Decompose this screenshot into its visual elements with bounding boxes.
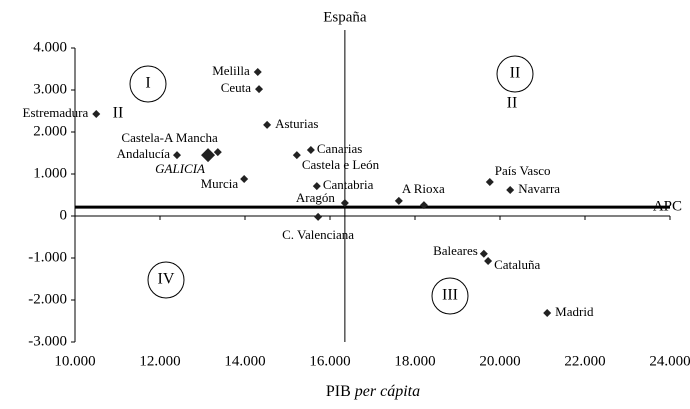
point-label: Castela e León — [302, 157, 380, 172]
x-tick-label: 10.000 — [54, 353, 95, 369]
annotation: II — [507, 95, 518, 112]
y-tick-label: 3.000 — [33, 81, 67, 97]
point — [213, 148, 222, 157]
x-tick-label: 22.000 — [564, 353, 605, 369]
y-tick-label: -3.000 — [28, 333, 67, 349]
annotation: II — [113, 105, 124, 122]
point-label: Andalucía — [117, 146, 171, 161]
point-label: Ceuta — [221, 80, 252, 95]
annotation-circle — [496, 55, 534, 93]
point — [253, 67, 262, 76]
point — [255, 85, 264, 94]
point-label: País Vasco — [495, 163, 551, 178]
point-label: Cantabria — [323, 177, 374, 192]
annotation: II — [510, 65, 521, 82]
point — [92, 109, 101, 118]
annotation-circle — [431, 277, 469, 315]
annotation: I — [145, 75, 150, 92]
annotation: IV — [158, 271, 175, 288]
point-label: Cataluña — [494, 257, 540, 272]
point — [306, 146, 315, 155]
y-tick-label: 1.000 — [33, 165, 67, 181]
y-tick-label: 4.000 — [33, 39, 67, 55]
point — [314, 212, 323, 221]
point-label: A Rioxa — [402, 181, 445, 196]
point — [173, 151, 181, 160]
point — [263, 120, 272, 129]
y-tick-label: 2.000 — [33, 123, 67, 139]
point — [485, 177, 494, 186]
point — [201, 148, 216, 163]
point-label: Castela-A Mancha — [121, 130, 218, 145]
y-tick-label: -1.000 — [28, 249, 67, 265]
x-tick-label: 24.000 — [649, 353, 690, 369]
point — [484, 256, 493, 265]
x-tick-label: 16.000 — [309, 353, 350, 369]
y-tick-label: 0 — [60, 207, 68, 223]
point — [240, 175, 249, 184]
annotation-circle — [129, 65, 167, 103]
point-label: Murcia — [201, 176, 239, 191]
point — [419, 201, 428, 210]
x-tick-label: 14.000 — [224, 353, 265, 369]
point — [479, 249, 488, 258]
annotation-circle — [147, 261, 185, 299]
x-tick-label: 12.000 — [139, 353, 180, 369]
point — [543, 309, 552, 318]
x-axis-label-text: PIB — [326, 383, 351, 400]
x-axis-label: PIB per cápita — [326, 383, 420, 400]
x-axis-label-italic: per cápita — [354, 383, 420, 400]
point-label: Navarra — [518, 181, 560, 196]
point-label: Asturias — [275, 116, 318, 131]
x-tick-label: 20.000 — [479, 353, 520, 369]
point-label: Canarias — [317, 141, 362, 156]
annotation: III — [442, 287, 458, 304]
point-label: Baleares — [433, 243, 478, 258]
reference-label-y: APC — [653, 199, 682, 215]
point — [312, 182, 321, 191]
point-label: Madrid — [555, 304, 594, 319]
point-label: Aragón — [296, 190, 335, 205]
point-label: Melilla — [212, 63, 250, 78]
point-label: Estremadura — [23, 105, 89, 120]
point-label: C. Valenciana — [282, 227, 354, 242]
point — [292, 151, 301, 160]
y-tick-label: -2.000 — [28, 291, 67, 307]
point — [506, 185, 515, 194]
x-tick-label: 18.000 — [394, 353, 435, 369]
point-label: GALICIA — [155, 161, 205, 176]
point — [394, 196, 403, 205]
point — [340, 198, 349, 207]
reference-label-x: España — [323, 9, 367, 25]
